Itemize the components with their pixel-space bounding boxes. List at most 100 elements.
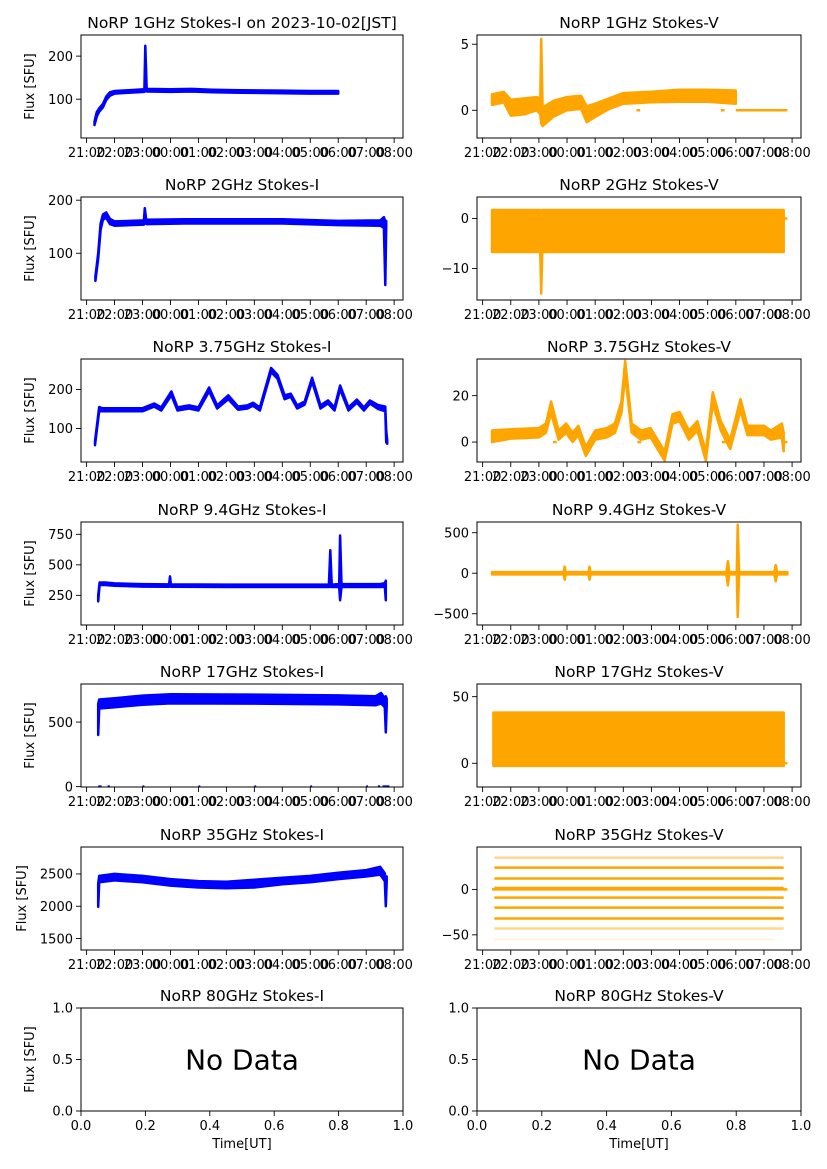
x-tick-label: 23:00 <box>520 795 557 810</box>
data-band-0 <box>93 44 340 127</box>
plot-area <box>93 44 340 127</box>
y-axis-label: Flux [SFU] <box>23 702 38 769</box>
x-tick-label: 21:00 <box>68 470 105 485</box>
y-axis-label: Flux [SFU] <box>23 53 38 120</box>
x-tick-label: 02:00 <box>208 633 245 648</box>
x-tick-label: 06:00 <box>319 795 356 810</box>
x-tick-label: 0.8 <box>726 1119 747 1134</box>
axes-frame <box>80 34 404 139</box>
x-tick-label: 04:00 <box>264 958 301 973</box>
x-tick-label: 1.0 <box>791 1119 812 1134</box>
data-band-0 <box>94 206 388 287</box>
x-tick-label: 07:00 <box>745 795 782 810</box>
x-tick-label: 05:00 <box>292 470 329 485</box>
x-axis-label: Time[UT] <box>608 1137 668 1152</box>
y-axis-label: Flux [SFU] <box>23 377 38 444</box>
x-tick-label: 06:00 <box>319 470 356 485</box>
y-axis-label: Flux [SFU] <box>23 540 38 607</box>
x-tick-label: 00:00 <box>548 633 585 648</box>
x-tick-label: 21:00 <box>68 146 105 161</box>
subplot-5: 21:0022:0023:0000:0001:0002:0003:0004:00… <box>452 338 810 485</box>
x-tick-label: 07:00 <box>745 958 782 973</box>
x-tick-label: 23:00 <box>520 958 557 973</box>
y-tick-label: 200 <box>48 383 73 398</box>
y-tick-label: 1.0 <box>448 1002 469 1017</box>
x-tick-label: 03:00 <box>236 958 273 973</box>
x-tick-label: 03:00 <box>236 795 273 810</box>
x-tick-label: 23:00 <box>520 633 557 648</box>
data-band-0 <box>490 37 738 128</box>
subplot-title: NoRP 3.75GHz Stokes-V <box>547 338 731 356</box>
x-tick-label: 01:00 <box>576 308 613 323</box>
x-tick-label: 05:00 <box>292 308 329 323</box>
x-tick-label: 0.2 <box>531 1119 552 1134</box>
x-tick-label: 07:00 <box>347 146 384 161</box>
x-tick-label: 02:00 <box>208 958 245 973</box>
plot-area <box>492 711 788 768</box>
x-tick-label: 05:00 <box>292 795 329 810</box>
y-tick-label: 200 <box>48 50 73 65</box>
y-tick-label: 50 <box>452 690 469 705</box>
subplot-1: 21:0022:0023:0000:0001:0002:0003:0004:00… <box>461 14 811 161</box>
x-tick-label: 21:00 <box>68 633 105 648</box>
y-tick-label: 0.5 <box>52 1053 73 1068</box>
x-tick-label: 21:00 <box>68 795 105 810</box>
plot-area <box>490 359 788 462</box>
x-tick-label: 21:00 <box>464 470 501 485</box>
plot-area <box>490 523 789 619</box>
y-tick-label: 250 <box>48 589 73 604</box>
y-tick-label: 0 <box>461 436 469 451</box>
axes-frame <box>80 683 404 788</box>
x-tick-label: 00:00 <box>152 470 189 485</box>
x-tick-label: 07:00 <box>347 308 384 323</box>
x-tick-label: 00:00 <box>152 308 189 323</box>
x-tick-label: 08:00 <box>773 146 810 161</box>
subplot-title: NoRP 17GHz Stokes-V <box>554 663 724 681</box>
subplot-title: NoRP 17GHz Stokes-I <box>160 663 324 681</box>
x-tick-label: 07:00 <box>347 958 384 973</box>
x-tick-label: 22:00 <box>492 958 529 973</box>
x-tick-label: 01:00 <box>180 633 217 648</box>
x-tick-label: 23:00 <box>520 308 557 323</box>
y-tick-label: 100 <box>48 247 73 262</box>
x-tick-label: 07:00 <box>347 795 384 810</box>
x-tick-label: 22:00 <box>96 633 133 648</box>
x-tick-label: 05:00 <box>689 958 726 973</box>
x-tick-label: 04:00 <box>661 308 698 323</box>
plot-area <box>96 534 388 603</box>
y-tick-label: 0 <box>461 883 469 898</box>
plot-area <box>93 366 389 447</box>
y-tick-label: 2000 <box>40 900 73 915</box>
x-tick-label: 08:00 <box>375 308 412 323</box>
x-tick-label: 22:00 <box>492 470 529 485</box>
x-tick-label: 04:00 <box>661 958 698 973</box>
x-tick-label: 22:00 <box>96 795 133 810</box>
x-tick-label: 02:00 <box>605 146 642 161</box>
y-tick-label: 750 <box>48 528 73 543</box>
axes-frame <box>80 521 404 626</box>
x-tick-label: 23:00 <box>124 146 161 161</box>
x-tick-label: 07:00 <box>347 470 384 485</box>
y-axis-label: Flux [SFU] <box>23 1026 38 1093</box>
no-data-label: No Data <box>185 1044 299 1077</box>
plot-area <box>94 206 388 287</box>
x-tick-label: 05:00 <box>292 958 329 973</box>
axes-frame <box>80 196 404 301</box>
x-tick-label: 02:00 <box>605 470 642 485</box>
x-tick-label: 22:00 <box>96 470 133 485</box>
x-tick-label: 04:00 <box>264 308 301 323</box>
no-data-label: No Data <box>582 1044 696 1077</box>
subplot-title: NoRP 9.4GHz Stokes-V <box>552 501 727 519</box>
y-tick-label: 1500 <box>40 932 73 947</box>
x-tick-label: 0.8 <box>328 1119 349 1134</box>
x-tick-label: 02:00 <box>208 146 245 161</box>
subplot-title: NoRP 35GHz Stokes-I <box>160 826 324 844</box>
subplot-0: 21:0022:0023:0000:0001:0002:0003:0004:00… <box>23 14 413 161</box>
x-tick-label: 07:00 <box>745 308 782 323</box>
x-tick-label: 02:00 <box>605 795 642 810</box>
y-tick-label: 0 <box>461 104 469 119</box>
subplot-title: NoRP 3.75GHz Stokes-I <box>153 338 332 356</box>
x-tick-label: 00:00 <box>548 958 585 973</box>
y-axis-label: Flux [SFU] <box>15 865 30 932</box>
x-tick-label: 04:00 <box>264 795 301 810</box>
